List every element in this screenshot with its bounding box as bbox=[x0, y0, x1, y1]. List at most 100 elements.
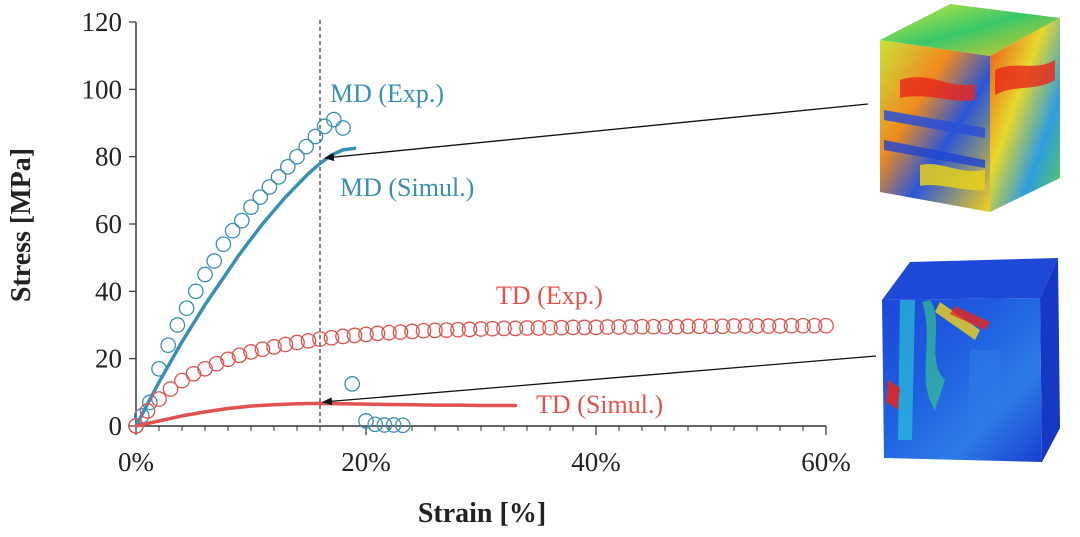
data-point bbox=[599, 319, 616, 335]
y-tick-label: 60 bbox=[95, 209, 122, 239]
data-point bbox=[231, 347, 248, 364]
y-axis-title: Stress [MPa] bbox=[6, 148, 37, 302]
data-point bbox=[376, 417, 393, 433]
data-point bbox=[169, 317, 186, 333]
data-point bbox=[279, 158, 296, 175]
data-point bbox=[806, 317, 823, 334]
series-line bbox=[134, 401, 518, 428]
axes: 0 20 40 60 80 100 120 0% 20% 40% 60% bbox=[82, 7, 851, 477]
x-axis-title: Strain [%] bbox=[418, 498, 546, 529]
data-point bbox=[392, 324, 409, 340]
y-tick-label: 80 bbox=[95, 142, 122, 172]
data-point bbox=[335, 328, 351, 345]
data-point bbox=[565, 319, 581, 336]
data-point bbox=[358, 413, 374, 429]
data-point bbox=[358, 326, 374, 343]
data-point bbox=[496, 320, 512, 337]
data-point bbox=[220, 351, 236, 368]
data-point bbox=[645, 318, 662, 335]
series-md-exp bbox=[128, 111, 411, 434]
series-td-simul bbox=[134, 401, 518, 428]
data-point bbox=[197, 266, 213, 283]
data-point bbox=[141, 394, 158, 411]
data-point bbox=[197, 360, 213, 377]
data-point bbox=[450, 321, 466, 338]
data-point bbox=[233, 212, 250, 229]
md-simulation-cube-image bbox=[880, 4, 1060, 212]
data-point bbox=[277, 336, 294, 353]
data-point bbox=[346, 327, 363, 344]
data-point bbox=[187, 283, 204, 300]
data-point bbox=[252, 189, 269, 205]
data-point bbox=[289, 334, 305, 351]
data-point bbox=[772, 318, 788, 334]
data-point bbox=[243, 344, 259, 360]
series-labels: MD (Exp.) MD (Simul.) TD (Exp.) TD (Simul.) bbox=[330, 79, 663, 419]
series-layer bbox=[128, 111, 834, 434]
data-point bbox=[312, 331, 328, 347]
data-point bbox=[215, 236, 232, 253]
y-tick-label: 120 bbox=[82, 7, 123, 37]
data-point bbox=[473, 321, 489, 337]
data-point bbox=[726, 318, 742, 334]
data-point bbox=[323, 329, 340, 346]
x-tick-label: 60% bbox=[801, 447, 851, 477]
data-point bbox=[611, 319, 627, 335]
data-point bbox=[325, 111, 342, 128]
data-point bbox=[151, 391, 167, 407]
data-point bbox=[381, 324, 397, 341]
data-point bbox=[737, 318, 754, 334]
data-point bbox=[507, 320, 524, 337]
data-point bbox=[461, 321, 478, 338]
data-point bbox=[162, 381, 179, 397]
data-point bbox=[622, 319, 639, 335]
data-point bbox=[160, 337, 177, 354]
data-point bbox=[427, 322, 443, 339]
series-md-simul bbox=[134, 146, 357, 428]
data-point bbox=[760, 318, 777, 334]
data-point bbox=[206, 253, 223, 269]
md-arrow bbox=[324, 103, 869, 162]
data-point bbox=[530, 320, 547, 336]
data-point bbox=[367, 416, 384, 433]
data-point bbox=[680, 318, 696, 335]
data-point bbox=[404, 323, 420, 340]
data-point bbox=[298, 138, 315, 155]
x-tick-label: 40% bbox=[571, 447, 621, 477]
data-point bbox=[691, 318, 708, 335]
data-point bbox=[415, 322, 432, 339]
data-point bbox=[714, 318, 731, 335]
data-point bbox=[588, 319, 604, 336]
data-point bbox=[668, 318, 685, 335]
data-point bbox=[484, 320, 501, 337]
label-td-simul: TD (Simul.) bbox=[536, 390, 663, 419]
y-tick-label: 40 bbox=[95, 276, 122, 306]
data-point bbox=[174, 372, 190, 389]
label-td-exp: TD (Exp.) bbox=[496, 281, 603, 310]
data-point bbox=[266, 339, 282, 355]
data-point bbox=[261, 179, 278, 195]
data-point bbox=[185, 365, 202, 382]
data-point bbox=[657, 318, 673, 335]
x-tick-label: 0% bbox=[118, 447, 154, 477]
data-point bbox=[553, 319, 570, 336]
data-point bbox=[139, 403, 156, 419]
data-point bbox=[243, 199, 259, 216]
data-point bbox=[344, 376, 361, 392]
data-point bbox=[749, 318, 765, 334]
data-point bbox=[576, 319, 593, 336]
data-point bbox=[438, 322, 455, 338]
data-point bbox=[542, 319, 558, 336]
series-td-exp bbox=[128, 317, 834, 434]
data-point bbox=[178, 300, 195, 317]
data-point bbox=[519, 320, 535, 336]
data-point bbox=[795, 317, 811, 334]
data-point bbox=[394, 417, 411, 434]
label-md-simul: MD (Simul.) bbox=[340, 173, 474, 202]
data-point bbox=[385, 417, 402, 433]
data-point bbox=[224, 222, 241, 239]
y-tick-label: 100 bbox=[82, 74, 123, 104]
data-point bbox=[289, 148, 305, 165]
label-md-exp: MD (Exp.) bbox=[330, 79, 444, 108]
data-point bbox=[254, 341, 271, 358]
